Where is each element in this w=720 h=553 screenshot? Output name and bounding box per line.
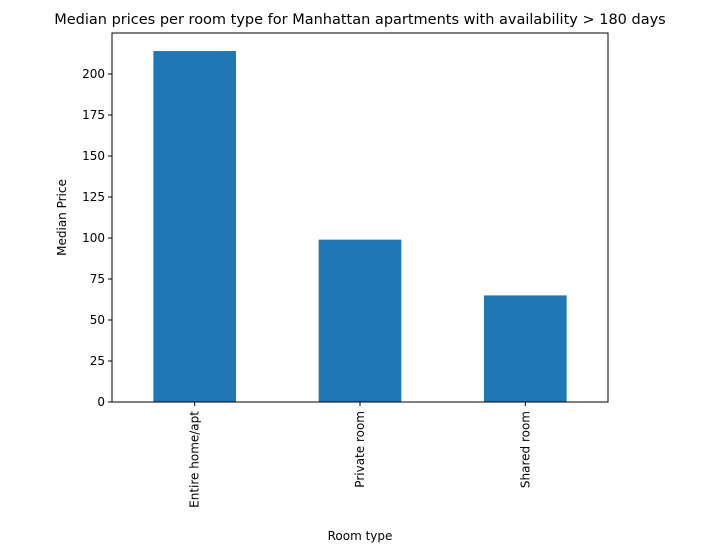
bar-entire-home-apt <box>153 51 236 402</box>
y-tick-label: 175 <box>82 108 105 122</box>
y-tick-label: 0 <box>97 395 105 409</box>
y-tick-label: 100 <box>82 231 105 245</box>
bar-shared-room <box>484 295 567 402</box>
y-tick-label: 200 <box>82 67 105 81</box>
bars-group <box>153 51 567 402</box>
y-tick-label: 125 <box>82 190 105 204</box>
plot-frame <box>111 32 609 403</box>
x-axis-ticks: Entire home/apt Private room Shared room <box>188 402 532 508</box>
x-tick-label: Private room <box>353 411 367 488</box>
y-axis-label: Median Price <box>55 179 69 256</box>
x-tick-label: Shared room <box>518 411 532 488</box>
x-axis-label: Room type <box>328 529 393 543</box>
y-tick-label: 150 <box>82 149 105 163</box>
y-axis-ticks: 0 25 50 75 100 125 150 175 200 <box>82 67 112 409</box>
y-tick-label: 75 <box>90 272 105 286</box>
bar-private-room <box>318 239 402 402</box>
y-tick-label: 25 <box>90 354 105 368</box>
x-tick-label: Entire home/apt <box>188 411 202 508</box>
chart-title: Median prices per room type for Manhatta… <box>54 12 666 28</box>
y-tick-label: 50 <box>90 313 105 327</box>
